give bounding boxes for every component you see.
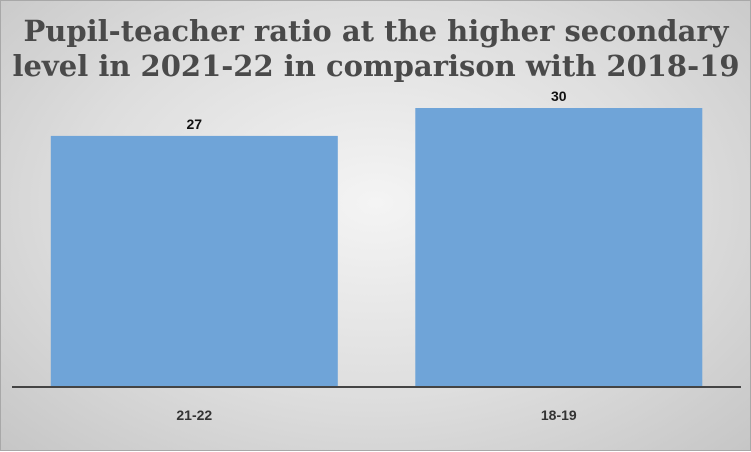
- chart-title-line-1: Pupil-teacher ratio at the higher second…: [23, 14, 729, 48]
- bar-18-19: [415, 108, 703, 387]
- data-label-18-19: 30: [551, 88, 567, 104]
- data-label-21-22: 27: [187, 116, 203, 132]
- chart-title-line-2: level in 2021-22 in comparison with 2018…: [12, 49, 739, 83]
- x-tick-label-18-19: 18-19: [541, 407, 577, 423]
- bars-layer: [50, 108, 703, 387]
- labels-layer: 27 21-22 30 18-19: [176, 88, 577, 423]
- x-tick-label-21-22: 21-22: [176, 407, 212, 423]
- bar-21-22: [50, 135, 338, 387]
